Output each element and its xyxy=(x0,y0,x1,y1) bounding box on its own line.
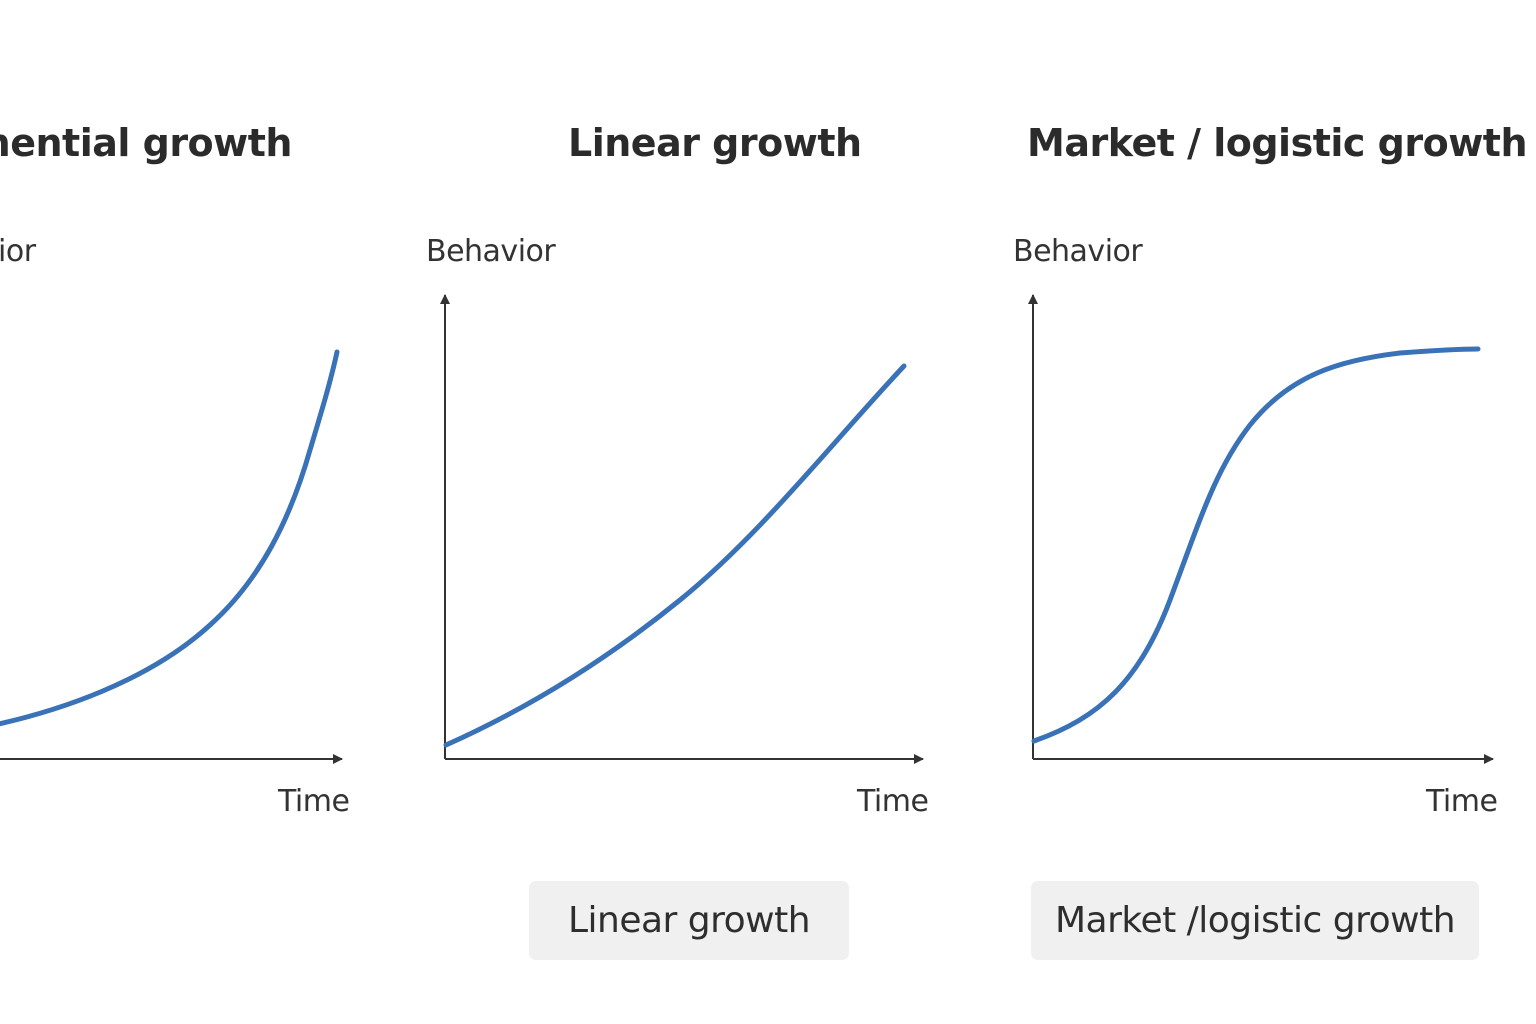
panel-title-exponential: ponential growth xyxy=(0,121,292,165)
y-axis-label-linear: Behavior xyxy=(426,234,556,269)
y-axis-label-logistic: Behavior xyxy=(1013,234,1143,269)
curve-linear xyxy=(443,363,907,748)
logistic-growth-button[interactable]: Market /logistic growth xyxy=(1031,881,1479,960)
panel-title-logistic: Market / logistic growth xyxy=(1027,121,1528,165)
x-axis-label-linear: Time xyxy=(857,784,929,819)
chart-logistic xyxy=(1028,294,1494,764)
chart-linear xyxy=(440,294,924,764)
y-axis-label-exponential: ior xyxy=(0,234,36,269)
curve-exponential xyxy=(0,349,340,727)
logistic-growth-button-label: Market /logistic growth xyxy=(1054,900,1456,941)
curve-logistic xyxy=(1031,346,1481,744)
chart-exponential xyxy=(0,349,343,764)
panel-title-linear: Linear growth xyxy=(568,121,862,165)
x-axis-label-exponential: Time xyxy=(278,784,350,819)
linear-growth-button-label: Linear growth xyxy=(567,900,811,941)
linear-growth-button[interactable]: Linear growth xyxy=(529,881,849,960)
x-axis-label-logistic: Time xyxy=(1426,784,1498,819)
